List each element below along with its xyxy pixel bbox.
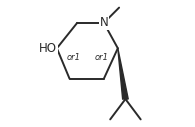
Polygon shape [118, 48, 128, 99]
Text: or1: or1 [67, 53, 81, 62]
Text: or1: or1 [95, 53, 109, 62]
Text: HO: HO [39, 42, 57, 55]
Polygon shape [45, 45, 57, 52]
Text: N: N [99, 16, 108, 29]
